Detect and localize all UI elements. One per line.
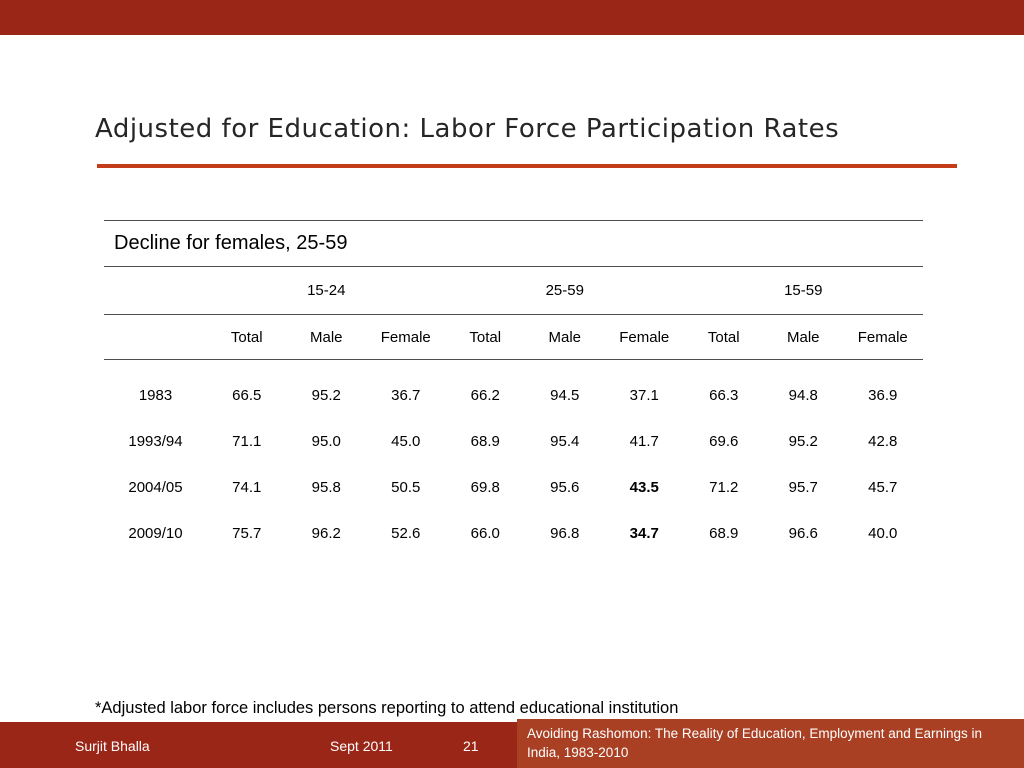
group-header-row: 15-24 25-59 15-59 — [104, 267, 923, 315]
table-cell: 94.5 — [550, 386, 580, 404]
column-header: Male — [309, 328, 343, 346]
footnote: *Adjusted labor force includes persons r… — [95, 699, 679, 717]
table-cell: 96.6 — [788, 524, 818, 542]
table-cell: 94.8 — [788, 386, 818, 404]
table-cell: 66.0 — [470, 524, 500, 542]
table-cell: 43.5 — [629, 478, 659, 496]
table-subtitle: Decline for females, 25-59 — [114, 232, 348, 254]
column-header: Male — [786, 328, 820, 346]
row-label: 1993/94 — [128, 432, 183, 450]
footer-date: Sept 2011 — [330, 738, 393, 754]
column-header: Total — [707, 328, 740, 346]
table-cell: 95.8 — [311, 478, 341, 496]
table-cell: 45.0 — [391, 432, 421, 450]
table-cell: 95.2 — [311, 386, 341, 404]
column-header-row: Total Male Female Total Male Female Total Male F… — [104, 315, 923, 360]
top-accent-bar — [0, 0, 1024, 35]
table-cell: 69.6 — [709, 432, 739, 450]
table-cell: 50.5 — [391, 478, 421, 496]
row-label: 2009/10 — [128, 524, 183, 542]
table-cell: 69.8 — [470, 478, 500, 496]
table-cell: 66.2 — [470, 386, 500, 404]
slide-title: Adjusted for Education: Labor Force Part… — [95, 114, 840, 144]
table-cell: 52.6 — [391, 524, 421, 542]
table-row: 2004/05 74.1 95.8 50.5 69.8 95.6 43.5 71.2 95.7 4… — [104, 464, 923, 510]
table-cell: 34.7 — [629, 524, 659, 542]
title-underline — [97, 164, 957, 168]
table-cell: 40.0 — [868, 524, 898, 542]
footer-page-number: 21 — [463, 738, 479, 754]
table-cell: 37.1 — [629, 386, 659, 404]
column-header: Male — [548, 328, 581, 346]
footer-reference-box: Avoiding Rashomon: The Reality of Educat… — [517, 719, 1024, 768]
footer-reference: Avoiding Rashomon: The Reality of Educat… — [527, 726, 983, 760]
table-cell: 66.5 — [232, 386, 262, 404]
table-row: 1983 66.5 95.2 36.7 66.2 94.5 37.1 66.3 94.8 36.9 — [104, 372, 923, 418]
table-cell: 36.7 — [391, 386, 421, 404]
table-cell: 95.6 — [550, 478, 580, 496]
table-cell: 96.2 — [311, 524, 341, 542]
column-header: Total — [469, 328, 502, 346]
footer-author: Surjit Bhalla — [75, 738, 150, 754]
table-cell: 95.2 — [788, 432, 818, 450]
table-row: 1993/94 71.1 95.0 45.0 68.9 95.4 41.7 69.6 95.2 4… — [104, 418, 923, 464]
table-cell: 36.9 — [868, 386, 898, 404]
table-subtitle-row: Decline for females, 25-59 — [104, 220, 923, 267]
table-cell: 71.1 — [232, 432, 262, 450]
column-header: Total — [230, 328, 263, 346]
table-cell: 95.7 — [788, 478, 818, 496]
lfpr-table: Decline for females, 25-59 15-24 25-59 15-… — [104, 220, 923, 556]
table-row: 2009/10 75.7 96.2 52.6 66.0 96.8 34.7 68.9 96.6 4… — [104, 510, 923, 556]
group-header-15-24: 15-24 — [307, 282, 346, 299]
table-cell: 71.2 — [709, 478, 739, 496]
table-cell: 68.9 — [470, 432, 500, 450]
row-label: 1983 — [138, 386, 173, 404]
table-cell: 41.7 — [629, 432, 659, 450]
table-cell: 42.8 — [868, 432, 898, 450]
column-header: Female — [380, 328, 431, 346]
table-cell: 96.8 — [550, 524, 580, 542]
column-header: Female — [857, 328, 908, 346]
table-cell: 74.1 — [232, 478, 262, 496]
column-header: Female — [619, 328, 670, 346]
table-cell: 75.7 — [232, 524, 262, 542]
group-header-25-59: 25-59 — [545, 282, 584, 299]
table-cell: 95.0 — [311, 432, 341, 450]
table-cell: 66.3 — [709, 386, 739, 404]
table-cell: 68.9 — [709, 524, 739, 542]
group-header-15-59: 15-59 — [784, 282, 823, 299]
table-cell: 45.7 — [868, 478, 898, 496]
table-body: 1983 66.5 95.2 36.7 66.2 94.5 37.1 66.3 94.8 36.9… — [104, 360, 923, 556]
row-label: 2004/05 — [128, 478, 183, 496]
table-cell: 95.4 — [550, 432, 580, 450]
